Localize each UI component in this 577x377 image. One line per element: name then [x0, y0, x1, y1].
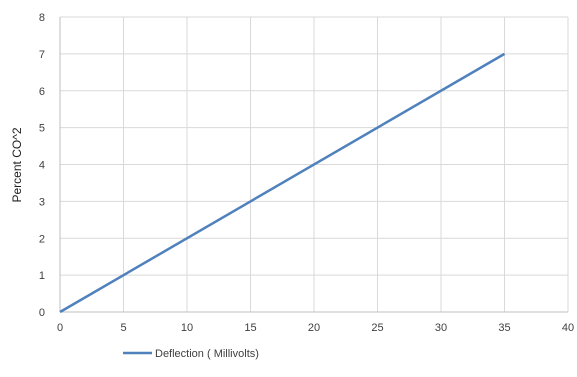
x-axis-ticks: 0 5 10 15 20 25 30 35 40	[57, 322, 574, 334]
x-tick-label: 30	[435, 322, 447, 334]
x-tick-label: 10	[181, 322, 193, 334]
series-line	[59, 52, 506, 314]
legend-label: Deflection ( Millivolts)	[155, 348, 259, 360]
y-tick-label: 4	[39, 160, 45, 172]
y-axis-title: Percent CO^2	[10, 127, 24, 202]
series-lines	[59, 52, 506, 314]
x-tick-label: 20	[308, 322, 320, 334]
y-tick-label: 5	[39, 123, 45, 135]
y-tick-label: 1	[39, 270, 45, 282]
x-tick-label: 15	[244, 322, 256, 334]
y-tick-label: 7	[39, 49, 45, 61]
x-tick-label: 35	[498, 322, 510, 334]
y-tick-label: 3	[39, 196, 45, 208]
y-tick-label: 8	[39, 12, 45, 24]
x-tick-label: 0	[57, 322, 63, 334]
legend: Deflection ( Millivolts)	[123, 348, 259, 360]
y-axis-ticks: 0 1 2 3 4 5 6 7 8	[39, 12, 45, 319]
x-tick-label: 40	[562, 322, 574, 334]
x-tick-label: 5	[120, 322, 126, 334]
x-tick-label: 25	[371, 322, 383, 334]
y-tick-label: 6	[39, 86, 45, 98]
y-tick-label: 2	[39, 233, 45, 245]
y-tick-label: 0	[39, 307, 45, 319]
